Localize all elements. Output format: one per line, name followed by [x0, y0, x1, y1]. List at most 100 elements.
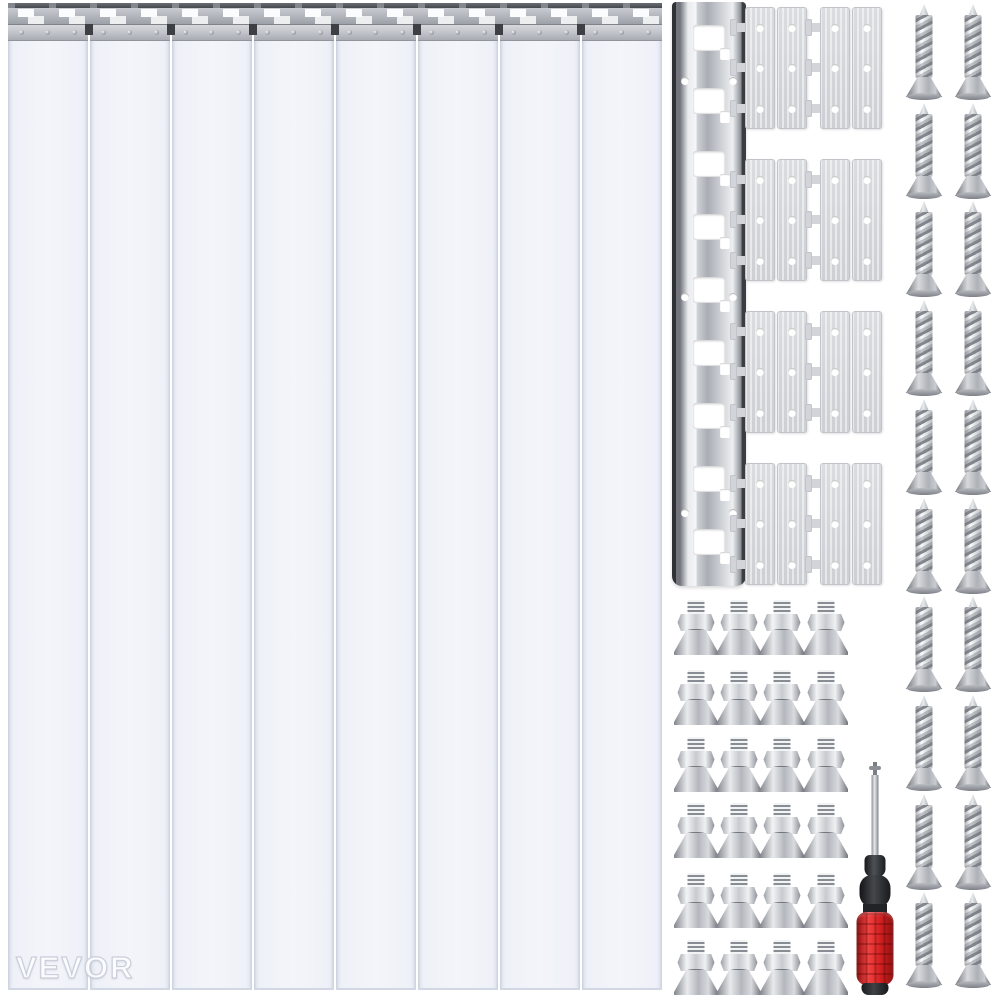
- strip-clamp-plate: [172, 24, 252, 41]
- clamp-screw-head: [564, 29, 570, 35]
- plate-hole: [788, 64, 796, 73]
- bolt-countersunk-base: [717, 833, 761, 858]
- hex-nut-bolt: [717, 600, 761, 656]
- pvc-strip-panel: [500, 41, 580, 990]
- rail-screw-hole: [681, 509, 689, 517]
- bolt-countersunk-base: [760, 767, 804, 792]
- screw-threaded-shaft: [964, 311, 982, 374]
- rail-notch: [249, 24, 257, 35]
- clamp-screw-head: [318, 29, 324, 35]
- bolt-hex-nut: [807, 751, 845, 768]
- screw-tip: [919, 794, 929, 806]
- screw-countersunk-head: [955, 867, 991, 887]
- bolt-countersunk-base: [674, 630, 718, 655]
- plate-tab: [805, 363, 820, 381]
- rail-slot: [693, 466, 730, 501]
- plate-hole: [831, 104, 839, 113]
- self-tapping-screw: [955, 4, 991, 100]
- hanger-plate: [852, 463, 882, 585]
- bolt-countersunk-base: [760, 630, 804, 655]
- bolt-hex-nut: [720, 817, 758, 834]
- bolt-hex-nut: [720, 887, 758, 904]
- plate-hole: [863, 64, 871, 73]
- self-tapping-screw: [955, 695, 991, 791]
- hex-nut-bolt: [804, 670, 848, 726]
- top-mounting-rail: [8, 3, 662, 25]
- screw-threaded-shaft: [915, 509, 933, 572]
- bolt-countersunk-base: [717, 700, 761, 725]
- rail-slot: [693, 88, 730, 123]
- bolt-threaded-stud: [687, 803, 705, 820]
- rail-notch: [577, 24, 585, 35]
- hex-nut-bolt: [674, 940, 718, 996]
- clamp-screw-head: [455, 29, 461, 35]
- plate-hole: [788, 480, 796, 489]
- screwdriver: [855, 762, 895, 995]
- screw-threaded-shaft: [915, 706, 933, 769]
- plate-hole: [863, 104, 871, 113]
- self-tapping-screw: [906, 103, 942, 199]
- screw-tip: [919, 300, 929, 312]
- screw-countersunk-head: [955, 768, 991, 788]
- pvc-strip-panel: [336, 41, 416, 990]
- screw-head-rim: [956, 389, 990, 396]
- bolt-countersunk-base: [760, 903, 804, 928]
- plate-hole: [831, 176, 839, 185]
- plate-tab: [805, 323, 820, 341]
- hex-nut-bolt: [674, 803, 718, 859]
- screw-head-rim: [907, 93, 941, 100]
- plate-hole: [788, 408, 796, 417]
- bolt-threaded-stud: [730, 600, 748, 617]
- screw-countersunk-head: [955, 571, 991, 591]
- strip-clamp-plate: [336, 24, 416, 41]
- screw-countersunk-head: [906, 965, 942, 985]
- clamp-screw-head: [510, 29, 516, 35]
- strip-clamp-plate: [8, 24, 88, 41]
- bolt-hex-nut: [807, 684, 845, 701]
- plate-tab: [805, 19, 820, 37]
- plate-hole: [863, 480, 871, 489]
- plate-hole: [831, 328, 839, 337]
- bolt-hex-nut: [677, 614, 715, 631]
- screw-countersunk-head: [955, 373, 991, 393]
- screw-threaded-shaft: [915, 805, 933, 868]
- bolt-countersunk-base: [717, 970, 761, 995]
- screwdriver-phillips-tip-cross: [869, 766, 881, 770]
- bolt-threaded-stud: [773, 600, 791, 617]
- bolt-threaded-stud: [730, 940, 748, 957]
- screw-countersunk-head: [906, 274, 942, 294]
- plate-hole: [788, 328, 796, 337]
- screw-head-rim: [956, 290, 990, 297]
- rail-screw-hole: [681, 293, 689, 301]
- bolt-countersunk-base: [760, 833, 804, 858]
- plate-tab: [805, 59, 820, 77]
- hex-nut-bolt: [674, 873, 718, 929]
- plate-hole: [756, 176, 764, 185]
- bolt-threaded-stud: [817, 737, 835, 754]
- screw-tip: [968, 892, 978, 904]
- clamp-screw-head: [209, 29, 215, 35]
- screw-tip: [968, 300, 978, 312]
- clamp-screw-head: [646, 29, 652, 35]
- self-tapping-screw: [906, 892, 942, 988]
- plate-tab: [730, 323, 745, 341]
- hex-nut-bolt: [717, 803, 761, 859]
- pvc-strip-panel: [582, 41, 662, 990]
- self-tapping-screw: [955, 201, 991, 297]
- bolt-hex-nut: [807, 887, 845, 904]
- plate-hole: [863, 368, 871, 377]
- plate-hole: [831, 408, 839, 417]
- plate-hole: [863, 560, 871, 569]
- bolt-hex-nut: [677, 817, 715, 834]
- screw-head-rim: [907, 981, 941, 988]
- screw-head-rim: [907, 389, 941, 396]
- plate-hole: [788, 104, 796, 113]
- hex-nut-bolt: [717, 670, 761, 726]
- screw-tip: [968, 498, 978, 510]
- plate-tab: [730, 171, 745, 189]
- screw-tip: [968, 794, 978, 806]
- pvc-strip: [249, 24, 334, 990]
- self-tapping-screw: [906, 498, 942, 594]
- plate-hole: [863, 176, 871, 185]
- hanger-plate: [777, 463, 807, 585]
